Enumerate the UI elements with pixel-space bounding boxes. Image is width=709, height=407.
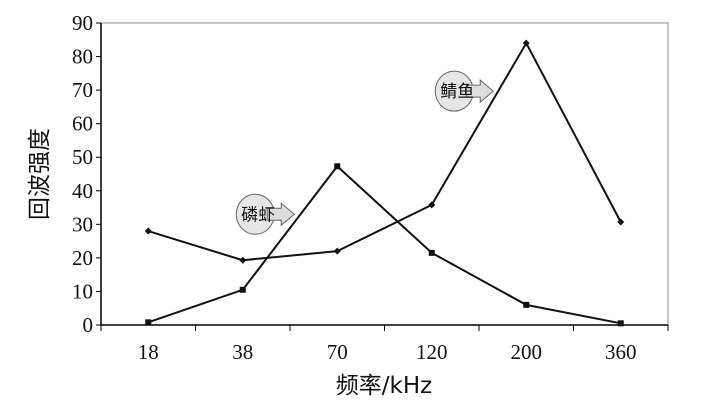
callout-label: 鲭鱼	[440, 82, 474, 102]
x-tick-label: 38	[232, 340, 253, 364]
y-tick-label: 60	[72, 112, 93, 136]
data-point-diamond	[239, 256, 247, 264]
y-tick-label: 40	[72, 179, 93, 203]
series-line-0	[147, 41, 622, 262]
callout-arrow-icon	[465, 79, 495, 104]
data-point-diamond	[617, 218, 625, 226]
x-tick-label: 360	[605, 340, 637, 364]
y-tick-label: 70	[72, 78, 93, 102]
data-point-diamond	[144, 227, 152, 235]
y-tick-label: 90	[72, 11, 93, 35]
x-tick-label: 200	[511, 340, 543, 364]
callout-arrow-icon	[266, 202, 296, 227]
data-point-diamond	[428, 201, 436, 209]
x-tick-label: 70	[327, 340, 348, 364]
data-point-square	[239, 286, 246, 293]
y-tick-label: 20	[72, 246, 93, 270]
series-line-1	[147, 164, 621, 325]
data-point-square	[145, 319, 152, 326]
x-tick-label: 18	[138, 340, 159, 364]
data-point-square	[428, 249, 435, 256]
y-axis-title: 回波强度	[27, 128, 53, 220]
data-point-square	[334, 163, 341, 170]
data-point-square	[617, 320, 624, 327]
data-point-diamond	[333, 247, 341, 255]
x-tick-label: 120	[416, 340, 448, 364]
callout-0: 鲭鱼	[434, 70, 495, 112]
callout-1: 磷虾	[235, 193, 296, 235]
plot-area	[100, 22, 669, 326]
y-tick-label: 80	[72, 45, 93, 69]
data-point-square	[523, 301, 530, 308]
data-point-diamond	[522, 39, 530, 47]
x-axis-title: 频率/kHz	[336, 373, 432, 399]
callout-label: 磷虾	[241, 205, 275, 225]
y-tick-label: 50	[72, 145, 93, 169]
y-tick-label: 0	[83, 313, 94, 337]
y-tick-label: 10	[72, 279, 93, 303]
y-tick-label: 30	[72, 212, 93, 236]
